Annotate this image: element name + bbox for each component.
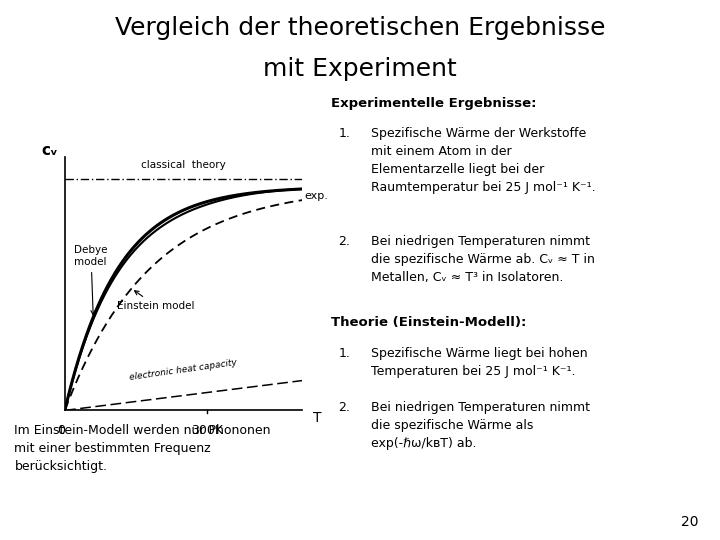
Text: Vergleich der theoretischen Ergebnisse: Vergleich der theoretischen Ergebnisse — [114, 16, 606, 40]
Text: Spezifische Wärme liegt bei hohen
Temperaturen bei 25 J mol⁻¹ K⁻¹.: Spezifische Wärme liegt bei hohen Temper… — [371, 347, 588, 377]
Text: 300K: 300K — [192, 424, 223, 437]
Text: 2.: 2. — [338, 401, 350, 414]
Text: 20: 20 — [681, 515, 698, 529]
Text: cᵥ: cᵥ — [41, 143, 58, 158]
Text: electronic heat capacity: electronic heat capacity — [129, 358, 238, 382]
Text: Spezifische Wärme der Werkstoffe
mit einem Atom in der
Elementarzelle liegt bei : Spezifische Wärme der Werkstoffe mit ein… — [371, 127, 595, 194]
Text: 1.: 1. — [338, 127, 350, 140]
Text: Einstein model: Einstein model — [117, 291, 194, 311]
Text: 1.: 1. — [338, 347, 350, 360]
Text: 2.: 2. — [338, 235, 350, 248]
Text: 0: 0 — [57, 424, 66, 437]
Text: T: T — [312, 411, 321, 426]
Text: classical  theory: classical theory — [141, 160, 226, 170]
Text: Bei niedrigen Temperaturen nimmt
die spezifische Wärme als
exp(-ℏω/kʙT) ab.: Bei niedrigen Temperaturen nimmt die spe… — [371, 401, 590, 450]
Text: mit Experiment: mit Experiment — [263, 57, 457, 80]
Text: exp.: exp. — [305, 191, 328, 201]
Text: Im Einstein-Modell werden nur Phononen
mit einer bestimmten Frequenz
berücksicht: Im Einstein-Modell werden nur Phononen m… — [14, 424, 271, 473]
Text: Experimentelle Ergebnisse:: Experimentelle Ergebnisse: — [331, 97, 536, 110]
Text: Theorie (Einstein-Modell):: Theorie (Einstein-Modell): — [331, 316, 526, 329]
Text: Bei niedrigen Temperaturen nimmt
die spezifische Wärme ab. Cᵥ ≈ T in
Metallen, C: Bei niedrigen Temperaturen nimmt die spe… — [371, 235, 595, 284]
Text: Debye
model: Debye model — [74, 245, 108, 315]
